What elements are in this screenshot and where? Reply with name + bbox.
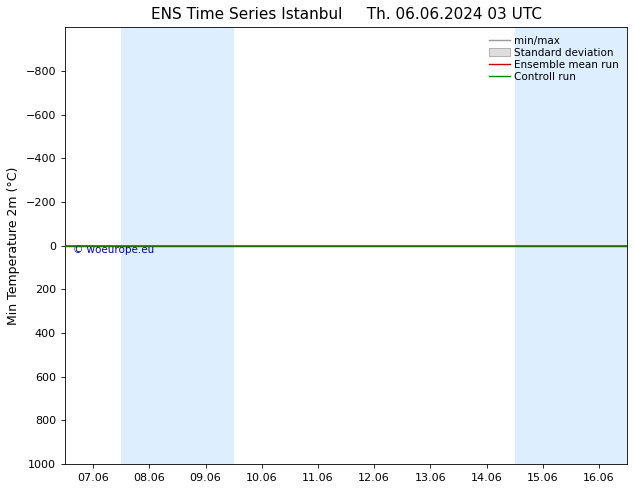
Title: ENS Time Series Istanbul     Th. 06.06.2024 03 UTC: ENS Time Series Istanbul Th. 06.06.2024 …	[150, 7, 541, 22]
Y-axis label: Min Temperature 2m (°C): Min Temperature 2m (°C)	[7, 167, 20, 325]
Text: © woeurope.eu: © woeurope.eu	[74, 245, 155, 255]
Legend: min/max, Standard deviation, Ensemble mean run, Controll run: min/max, Standard deviation, Ensemble me…	[486, 32, 622, 85]
Bar	[121, 27, 234, 464]
Bar	[515, 27, 627, 464]
